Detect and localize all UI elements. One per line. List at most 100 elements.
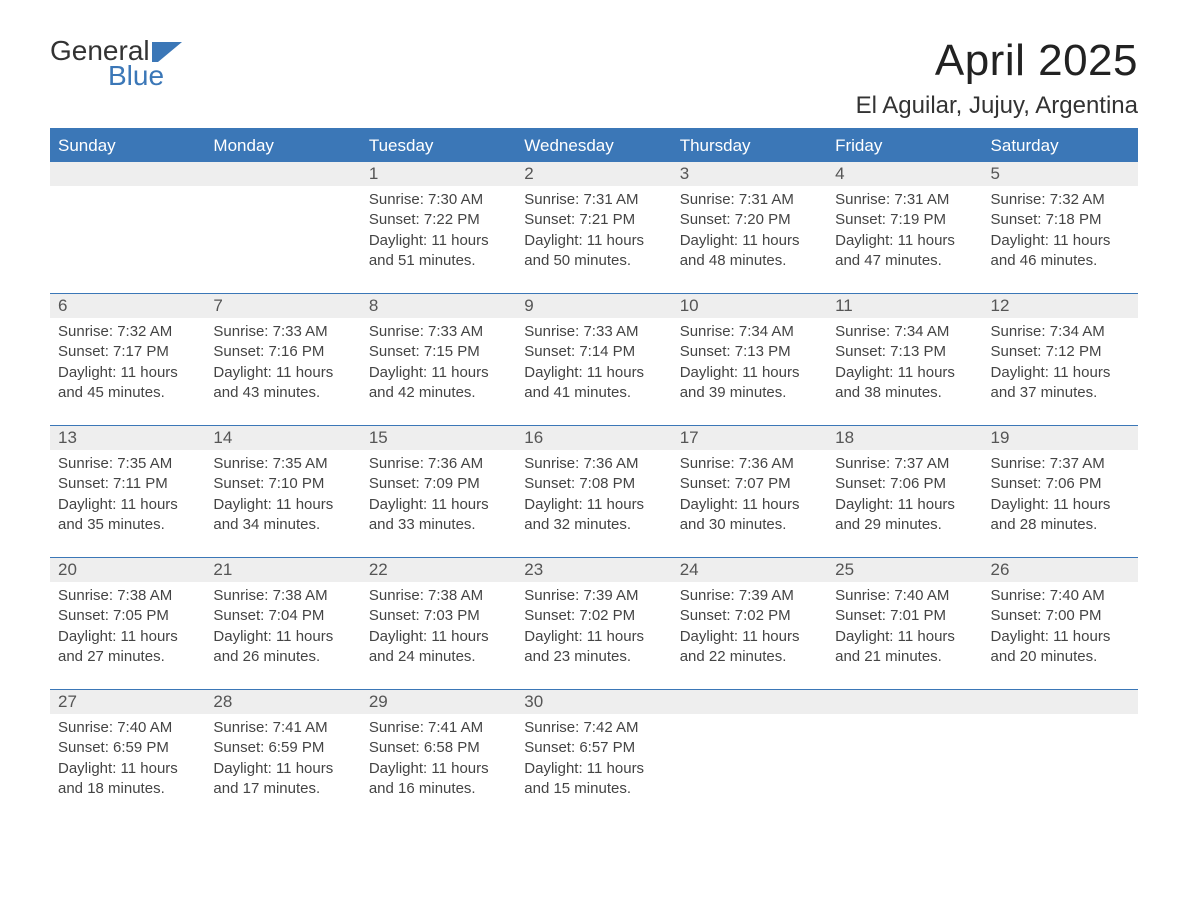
- sunrise-value: 7:42 AM: [583, 719, 638, 736]
- day-number-row: 27282930: [50, 690, 1138, 715]
- sunrise-label: Sunrise:: [524, 191, 583, 208]
- weekday-header: Thursday: [672, 129, 827, 162]
- sunrise-value: 7:34 AM: [1050, 323, 1105, 340]
- daylight-label: Daylight:: [524, 232, 587, 249]
- sunrise-label: Sunrise:: [680, 323, 739, 340]
- day-detail-cell: Sunrise: 7:34 AMSunset: 7:13 PMDaylight:…: [827, 318, 982, 426]
- day-detail-cell: [827, 714, 982, 821]
- day-number-cell: 6: [50, 294, 205, 319]
- sunset-value: 6:59 PM: [113, 739, 169, 756]
- weekday-header: Wednesday: [516, 129, 671, 162]
- sunrise-value: 7:40 AM: [1050, 587, 1105, 604]
- day-number-cell: 29: [361, 690, 516, 715]
- brand-logo: General Blue: [50, 36, 182, 91]
- day-detail-cell: Sunrise: 7:30 AMSunset: 7:22 PMDaylight:…: [361, 186, 516, 294]
- sunset-value: 6:58 PM: [424, 739, 480, 756]
- day-number-cell: 10: [672, 294, 827, 319]
- sunrise-value: 7:39 AM: [739, 587, 794, 604]
- sunset-label: Sunset:: [991, 343, 1046, 360]
- day-detail-cell: Sunrise: 7:37 AMSunset: 7:06 PMDaylight:…: [827, 450, 982, 558]
- day-number-cell: 27: [50, 690, 205, 715]
- sunset-value: 7:09 PM: [424, 475, 480, 492]
- sunrise-label: Sunrise:: [58, 323, 117, 340]
- sunrise-label: Sunrise:: [213, 719, 272, 736]
- day-detail-cell: Sunrise: 7:32 AMSunset: 7:18 PMDaylight:…: [983, 186, 1138, 294]
- day-detail-cell: [672, 714, 827, 821]
- sunset-label: Sunset:: [680, 211, 735, 228]
- sunset-label: Sunset:: [524, 475, 579, 492]
- title-block: April 2025 El Aguilar, Jujuy, Argentina: [856, 36, 1138, 120]
- sunrise-value: 7:40 AM: [894, 587, 949, 604]
- weekday-header: Sunday: [50, 129, 205, 162]
- day-detail-cell: Sunrise: 7:35 AMSunset: 7:10 PMDaylight:…: [205, 450, 360, 558]
- sunset-label: Sunset:: [58, 739, 113, 756]
- sunset-value: 7:22 PM: [424, 211, 480, 228]
- sunset-value: 7:05 PM: [113, 607, 169, 624]
- sunset-label: Sunset:: [369, 211, 424, 228]
- sunrise-value: 7:37 AM: [894, 455, 949, 472]
- day-number-cell: 20: [50, 558, 205, 583]
- day-number-cell: 21: [205, 558, 360, 583]
- sunrise-label: Sunrise:: [991, 587, 1050, 604]
- sunset-label: Sunset:: [835, 475, 890, 492]
- sunrise-label: Sunrise:: [680, 191, 739, 208]
- day-number-cell: 30: [516, 690, 671, 715]
- sunrise-value: 7:32 AM: [117, 323, 172, 340]
- sunset-value: 7:07 PM: [735, 475, 791, 492]
- daylight-label: Daylight:: [58, 628, 121, 645]
- sunrise-value: 7:40 AM: [117, 719, 172, 736]
- sunset-label: Sunset:: [58, 475, 113, 492]
- daylight-label: Daylight:: [369, 364, 432, 381]
- sunrise-value: 7:31 AM: [583, 191, 638, 208]
- day-number-cell: 7: [205, 294, 360, 319]
- sunrise-value: 7:31 AM: [739, 191, 794, 208]
- sunrise-value: 7:33 AM: [273, 323, 328, 340]
- daylight-label: Daylight:: [369, 496, 432, 513]
- sunrise-label: Sunrise:: [991, 323, 1050, 340]
- sunrise-label: Sunrise:: [680, 587, 739, 604]
- day-number-cell: 26: [983, 558, 1138, 583]
- day-detail-cell: Sunrise: 7:35 AMSunset: 7:11 PMDaylight:…: [50, 450, 205, 558]
- sunset-label: Sunset:: [213, 475, 268, 492]
- day-number-cell: [672, 690, 827, 715]
- day-detail-cell: [205, 186, 360, 294]
- day-number-cell: 4: [827, 162, 982, 186]
- sunset-value: 6:59 PM: [268, 739, 324, 756]
- day-number-cell: 19: [983, 426, 1138, 451]
- sunset-value: 7:13 PM: [735, 343, 791, 360]
- sunset-label: Sunset:: [991, 475, 1046, 492]
- calendar-body: 12345Sunrise: 7:30 AMSunset: 7:22 PMDayl…: [50, 162, 1138, 821]
- sunrise-value: 7:39 AM: [583, 587, 638, 604]
- sunset-label: Sunset:: [213, 343, 268, 360]
- day-number-row: 12345: [50, 162, 1138, 186]
- sunset-label: Sunset:: [835, 343, 890, 360]
- day-number-cell: 24: [672, 558, 827, 583]
- sunrise-value: 7:34 AM: [739, 323, 794, 340]
- day-detail-row: Sunrise: 7:35 AMSunset: 7:11 PMDaylight:…: [50, 450, 1138, 558]
- sunrise-label: Sunrise:: [835, 191, 894, 208]
- day-number-cell: [983, 690, 1138, 715]
- sunrise-value: 7:33 AM: [428, 323, 483, 340]
- day-number-cell: 5: [983, 162, 1138, 186]
- sunset-value: 7:04 PM: [268, 607, 324, 624]
- sunrise-value: 7:38 AM: [273, 587, 328, 604]
- day-number-cell: 15: [361, 426, 516, 451]
- day-number-cell: [50, 162, 205, 186]
- sunrise-value: 7:37 AM: [1050, 455, 1105, 472]
- day-number-cell: 23: [516, 558, 671, 583]
- brand-word-2: Blue: [50, 61, 182, 90]
- daylight-label: Daylight:: [991, 232, 1054, 249]
- day-number-row: 20212223242526: [50, 558, 1138, 583]
- daylight-label: Daylight:: [213, 364, 276, 381]
- sunset-value: 7:18 PM: [1046, 211, 1102, 228]
- sunrise-value: 7:41 AM: [273, 719, 328, 736]
- day-number-cell: 2: [516, 162, 671, 186]
- daylight-label: Daylight:: [835, 364, 898, 381]
- sunset-label: Sunset:: [58, 343, 113, 360]
- day-detail-cell: Sunrise: 7:39 AMSunset: 7:02 PMDaylight:…: [672, 582, 827, 690]
- daylight-label: Daylight:: [991, 496, 1054, 513]
- weekday-header: Monday: [205, 129, 360, 162]
- sunset-value: 7:12 PM: [1046, 343, 1102, 360]
- sunrise-calendar: SundayMondayTuesdayWednesdayThursdayFrid…: [50, 128, 1138, 821]
- weekday-header: Saturday: [983, 129, 1138, 162]
